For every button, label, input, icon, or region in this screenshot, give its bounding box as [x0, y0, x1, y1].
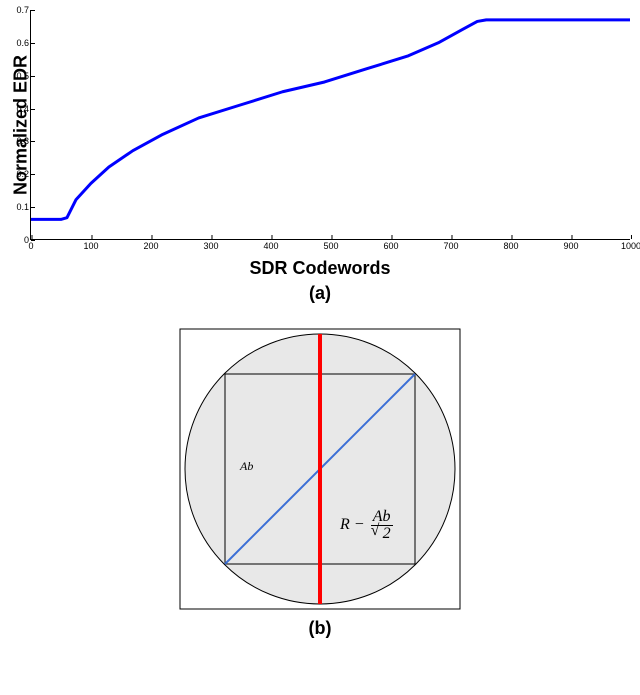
- formula-label: R − Ab 2: [340, 509, 393, 542]
- formula-fraction: Ab 2: [371, 509, 393, 542]
- x-ticks: 01002003004005006007008009001000: [31, 239, 630, 255]
- geometry-diagram: Ab R − Ab 2: [175, 324, 465, 614]
- chart-plot-area: Normalized EDR 00.10.20.30.40.50.60.7 01…: [30, 10, 630, 240]
- chart-svg: [31, 10, 630, 239]
- y-ticks: 00.10.20.30.40.50.60.7: [3, 10, 31, 239]
- diagram-svg: [175, 324, 465, 614]
- formula-denominator: 2: [371, 526, 393, 542]
- x-axis-label: SDR Codewords: [10, 258, 630, 279]
- formula-R: R: [340, 516, 350, 533]
- formula-minus: −: [354, 516, 369, 533]
- edr-chart: Normalized EDR 00.10.20.30.40.50.60.7 01…: [10, 10, 630, 304]
- ab-side-label: Ab: [240, 459, 253, 474]
- sublabel-b: (b): [10, 618, 630, 639]
- sublabel-a: (a): [10, 283, 630, 304]
